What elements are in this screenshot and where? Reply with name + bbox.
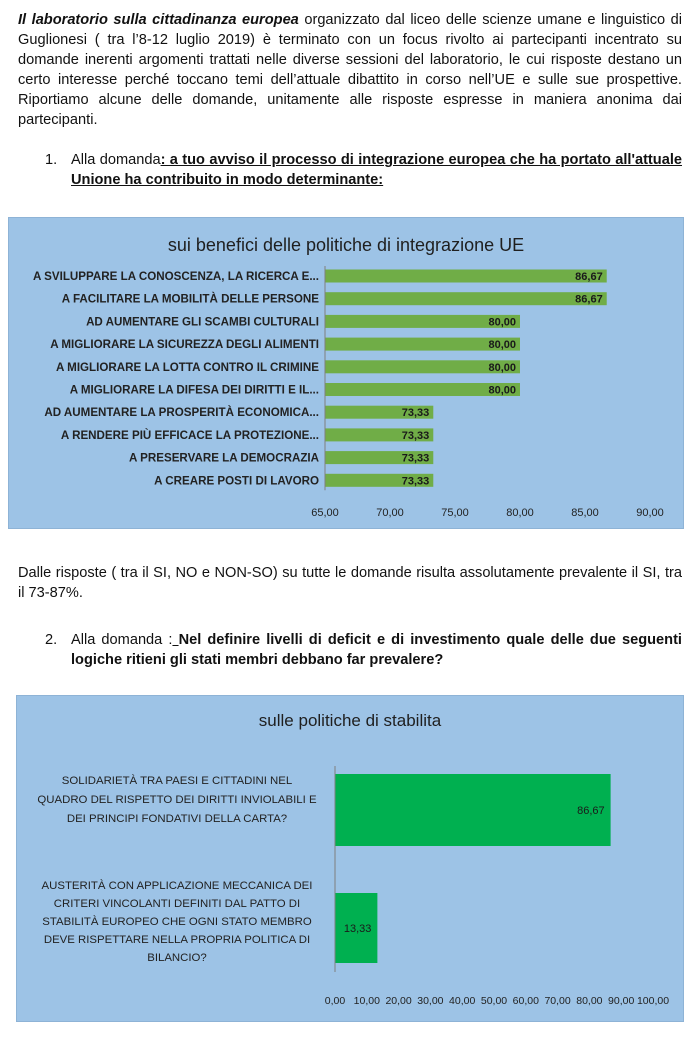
question-1-prefix: Alla domanda: [71, 152, 161, 168]
chart-stabilita: sulle politiche di stabilita SOLIDARIETÀ…: [16, 695, 684, 1022]
category-label: QUADRO DEL RISPETTO DEI DIRITTI INVIOLAB…: [37, 794, 317, 806]
value-label: 86,67: [575, 271, 603, 283]
x-tick-label: 90,00: [636, 507, 664, 519]
value-label: 80,00: [488, 362, 516, 374]
value-label: 80,00: [488, 339, 516, 351]
x-tick-label: 40,00: [449, 995, 475, 1007]
bar: [335, 774, 611, 846]
question-2: 2. Alla domanda : Nel definire livelli d…: [45, 630, 682, 670]
value-label: 80,00: [488, 316, 516, 328]
x-tick-label: 70,00: [544, 995, 570, 1007]
category-label: CRITERI VINCOLANTI DEFINITI DAL PATTO DI: [54, 898, 300, 910]
bar: [335, 893, 378, 963]
question-2-number: 2.: [45, 632, 58, 648]
x-tick-label: 0,00: [325, 995, 346, 1007]
x-tick-label: 100,00: [637, 995, 669, 1007]
x-tick-label: 30,00: [417, 995, 443, 1007]
value-label: 86,67: [577, 805, 605, 817]
category-label: AD AUMENTARE GLI SCAMBI CULTURALI: [86, 315, 319, 328]
intro-lead: Il laboratorio sulla cittadinanza europe…: [18, 12, 299, 28]
category-label: A MIGLIORARE LA LOTTA CONTRO IL CRIMINE: [56, 361, 319, 374]
chart-title: sulle politiche di stabilita: [259, 711, 442, 730]
bar: [325, 428, 434, 442]
x-tick-label: 85,00: [571, 507, 599, 519]
category-label: A RENDERE PIÙ EFFICACE LA PROTEZIONE...: [61, 429, 319, 442]
question-2-text: Nel definire livelli di deficit e di inv…: [71, 632, 682, 668]
value-label: 73,33: [402, 453, 430, 465]
chart-benefici-svg: sui benefici delle politiche di integraz…: [33, 235, 664, 519]
category-label: A PRESERVARE LA DEMOCRAZIA: [129, 452, 320, 465]
bar: [325, 451, 434, 465]
x-tick-label: 65,00: [311, 507, 339, 519]
category-label: DEI PRINCIPI FONDATIVI DELLA CARTA?: [67, 813, 287, 825]
bar: [325, 473, 434, 487]
bar: [325, 337, 520, 351]
x-tick-label: 70,00: [376, 507, 404, 519]
value-label: 73,33: [402, 430, 430, 442]
question-2-prefix: Alla domanda :: [71, 632, 173, 648]
category-label: A CREARE POSTI DI LAVORO: [154, 474, 319, 487]
bar: [325, 360, 520, 374]
value-label: 80,00: [488, 385, 516, 397]
question-1-text: : a tuo avviso il processo di integrazio…: [71, 152, 682, 188]
value-label: 13,33: [344, 923, 372, 935]
bar: [325, 292, 607, 306]
category-label: A MIGLIORARE LA DIFESA DEI DIRITTI E IL.…: [70, 384, 319, 397]
category-label: STABILITÀ EUROPEO CHE OGNI STATO MEMBRO: [42, 915, 312, 928]
x-tick-label: 10,00: [354, 995, 380, 1007]
category-label: A FACILITARE LA MOBILITÀ DELLE PERSONE: [62, 293, 319, 306]
value-label: 73,33: [402, 407, 430, 419]
category-label: AD AUMENTARE LA PROSPERITÀ ECONOMICA...: [44, 406, 319, 419]
responses-note: Dalle risposte ( tra il SI, NO e NON-SO)…: [18, 565, 682, 601]
x-tick-label: 20,00: [385, 995, 411, 1007]
value-label: 86,67: [575, 294, 603, 306]
category-label: SOLIDARIETÀ TRA PAESI E CITTADINI NEL: [62, 774, 292, 787]
category-label: A MIGLIORARE LA SICUREZZA DEGLI ALIMENTI: [50, 338, 319, 351]
bar: [325, 314, 520, 328]
bar: [325, 383, 520, 396]
category-label: BILANCIO?: [147, 952, 207, 964]
question-1-number: 1.: [45, 152, 58, 168]
x-tick-label: 50,00: [481, 995, 507, 1007]
chart-benefici: sui benefici delle politiche di integraz…: [8, 217, 684, 529]
x-tick-label: 90,00: [608, 995, 634, 1007]
bar: [325, 405, 434, 419]
value-label: 73,33: [402, 475, 430, 487]
category-label: A SVILUPPARE LA CONOSCENZA, LA RICERCA E…: [33, 270, 319, 283]
x-tick-label: 60,00: [513, 995, 539, 1007]
intro-body: organizzato dal liceo delle scienze uman…: [18, 12, 682, 128]
category-label: DEVE RISPETTARE NELLA PROPRIA POLITICA D…: [44, 934, 310, 946]
question-1: 1. Alla domanda: a tuo avviso il process…: [45, 150, 682, 190]
category-label: AUSTERITÀ CON APPLICAZIONE MECCANICA DEI: [42, 879, 313, 892]
bar: [325, 269, 607, 283]
chart-stabilita-svg: sulle politiche di stabilita SOLIDARIETÀ…: [37, 711, 669, 1007]
intro-paragraph: Il laboratorio sulla cittadinanza europe…: [18, 10, 682, 130]
chart-title: sui benefici delle politiche di integraz…: [168, 235, 524, 255]
x-tick-label: 75,00: [441, 507, 469, 519]
x-tick-label: 80,00: [506, 507, 534, 519]
x-tick-label: 80,00: [576, 995, 602, 1007]
